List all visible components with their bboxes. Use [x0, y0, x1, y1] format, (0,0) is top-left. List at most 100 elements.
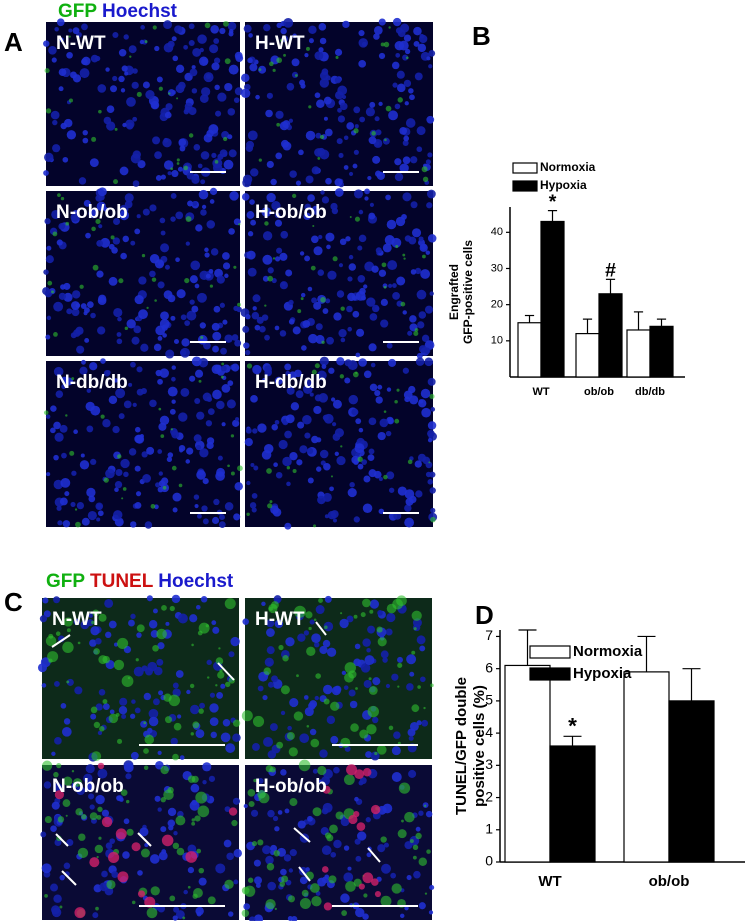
image-background — [245, 361, 433, 527]
stain-name: Hoechst — [158, 571, 234, 592]
nucleus — [118, 48, 127, 57]
nucleus — [96, 270, 104, 278]
gfp-signal — [91, 136, 97, 142]
gfp-signal — [367, 705, 379, 718]
nucleus — [377, 431, 386, 441]
gfp-signal — [224, 58, 231, 65]
nucleus — [409, 395, 419, 405]
nucleus — [163, 42, 174, 53]
gfp-signal — [189, 683, 195, 689]
nucleus — [266, 619, 275, 628]
nucleus — [418, 236, 424, 242]
nucleus — [51, 209, 61, 220]
gfp-signal — [215, 657, 224, 665]
nucleus — [418, 810, 424, 816]
nucleus — [134, 295, 144, 305]
gfp-signal — [296, 674, 299, 678]
nucleus — [58, 68, 67, 77]
nucleus — [404, 517, 415, 528]
nucleus — [406, 874, 412, 881]
nucleus — [163, 20, 172, 30]
tunel-signal — [115, 828, 127, 840]
nucleus — [408, 735, 414, 741]
nucleus — [175, 257, 180, 263]
nucleus — [190, 260, 201, 271]
nucleus — [302, 320, 311, 328]
nucleus — [291, 915, 298, 921]
gfp-signal — [317, 157, 321, 160]
nucleus — [420, 388, 431, 399]
nucleus — [165, 349, 175, 359]
gfp-signal — [407, 459, 413, 465]
nucleus — [233, 848, 242, 858]
gfp-signal — [267, 275, 274, 282]
nucleus — [377, 384, 383, 390]
nucleus — [257, 423, 267, 433]
nucleus — [209, 44, 219, 54]
nucleus — [222, 252, 230, 260]
nucleus — [205, 273, 211, 279]
nucleus — [147, 661, 158, 672]
image-label: N-WT — [56, 33, 106, 54]
nucleus — [97, 326, 106, 335]
nucleus — [416, 720, 422, 726]
nucleus — [133, 325, 142, 334]
gfp-signal — [253, 778, 257, 783]
nucleus — [102, 703, 110, 711]
nucleus — [386, 471, 395, 480]
gfp-signal — [371, 131, 376, 136]
nucleus — [319, 37, 327, 45]
image-label: H-WT — [255, 609, 305, 630]
gfp-signal — [220, 375, 224, 379]
gfp-signal — [388, 725, 394, 731]
nucleus — [146, 595, 153, 602]
nucleus — [427, 421, 437, 430]
gfp-signal — [172, 842, 180, 850]
nucleus — [172, 915, 178, 921]
nucleus — [425, 810, 433, 818]
nucleus — [402, 54, 409, 61]
nucleus — [388, 487, 395, 493]
gfp-signal — [397, 97, 403, 103]
nucleus — [243, 804, 248, 809]
nucleus — [404, 396, 411, 403]
gfp-signal — [144, 734, 155, 745]
nucleus — [372, 677, 381, 686]
nucleus — [347, 487, 357, 498]
nucleus — [106, 121, 116, 131]
gfp-signal — [306, 646, 316, 656]
nucleus — [325, 232, 335, 242]
nucleus — [352, 163, 358, 169]
nucleus — [424, 340, 435, 350]
nucleus — [392, 292, 400, 300]
arrow — [51, 634, 71, 648]
stain-legend: GFP TUNEL Hoechst — [46, 571, 234, 592]
nucleus — [404, 841, 413, 850]
nucleus — [73, 618, 81, 626]
nucleus — [172, 507, 178, 513]
tunel-signal — [353, 811, 360, 818]
nucleus — [159, 415, 170, 426]
bar — [668, 700, 715, 863]
nucleus — [170, 315, 176, 321]
gfp-signal — [266, 468, 272, 474]
gfp-signal — [182, 916, 186, 920]
nucleus — [333, 312, 342, 321]
gfp-signal — [397, 662, 403, 668]
nucleus — [45, 255, 54, 264]
gfp-signal — [118, 278, 124, 284]
nucleus — [87, 301, 94, 308]
nucleus — [386, 612, 396, 623]
nucleus — [246, 250, 256, 260]
nucleus — [70, 501, 76, 507]
nucleus — [63, 862, 71, 870]
nucleus — [380, 650, 389, 659]
nucleus — [37, 663, 47, 673]
nucleus — [131, 81, 139, 89]
nucleus — [280, 230, 289, 239]
gfp-signal — [230, 471, 235, 476]
nucleus — [321, 196, 330, 204]
nucleus — [315, 605, 325, 614]
gfp-signal — [188, 133, 194, 138]
nucleus — [359, 116, 366, 123]
